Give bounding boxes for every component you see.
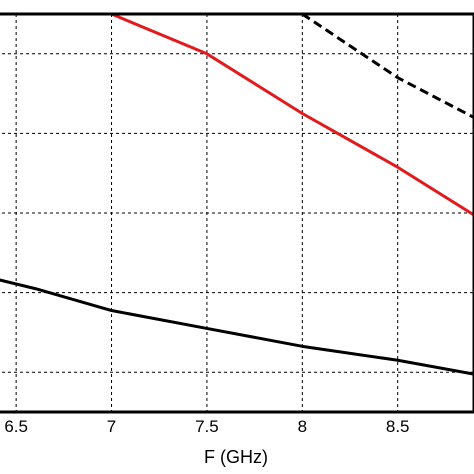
x-tick-label: 6.5 <box>4 417 28 436</box>
series-group <box>0 12 474 376</box>
x-tick-labels: 6.5 7 7.5 8 8.5 <box>4 417 409 436</box>
x-tick-label: 7 <box>107 417 116 436</box>
series-line-2 <box>301 12 474 119</box>
series-line-1 <box>110 12 474 217</box>
grid <box>0 14 474 412</box>
plot-frame <box>0 12 474 414</box>
series-line-3 <box>0 278 474 376</box>
x-axis-label: F (GHz) <box>204 447 268 467</box>
x-tick-label: 7.5 <box>195 417 219 436</box>
x-tick-label: 8.5 <box>386 417 410 436</box>
x-tick-label: 8 <box>298 417 307 436</box>
